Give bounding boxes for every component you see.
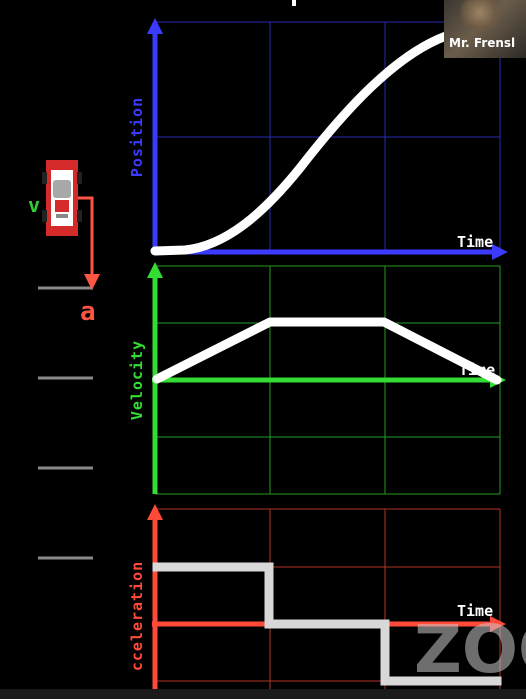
position-y-label: Position [128,97,146,177]
car-icon [42,160,82,236]
top-marker [292,0,296,6]
position-x-arrowhead [492,244,508,260]
velocity-y-arrowhead [147,262,163,278]
acceleration-time-label: Time [457,602,493,620]
acceleration-arrow: a [78,196,100,327]
velocity-time-label: Time [459,361,495,379]
position-time-label: Time [457,233,493,251]
lane-dashes [38,286,93,560]
velocity-curve [152,317,502,385]
zoom-logo-watermark: ZOO [414,611,526,688]
position-grid [155,21,501,252]
velocity-letter: v [28,193,40,217]
participant-video-tile[interactable]: Mr. Frensl [444,0,526,58]
position-curve [150,31,451,256]
acceleration-letter: a [80,297,96,327]
velocity-indicator: v [28,193,40,217]
acceleration-x-arrowhead [490,616,506,632]
position-graph: Position Time [128,18,508,260]
position-y-arrowhead [147,18,163,34]
acceleration-curve [152,562,502,686]
velocity-graph: Velocity Time [128,262,506,495]
participant-video-feed [460,0,500,32]
velocity-y-label: Velocity [128,340,146,420]
acceleration-graph: cceleration Time [128,504,506,699]
participant-name: Mr. Frensl [449,36,516,50]
bottom-bar [0,689,526,699]
acceleration-y-arrowhead [147,504,163,520]
acceleration-y-label: cceleration [128,561,146,671]
